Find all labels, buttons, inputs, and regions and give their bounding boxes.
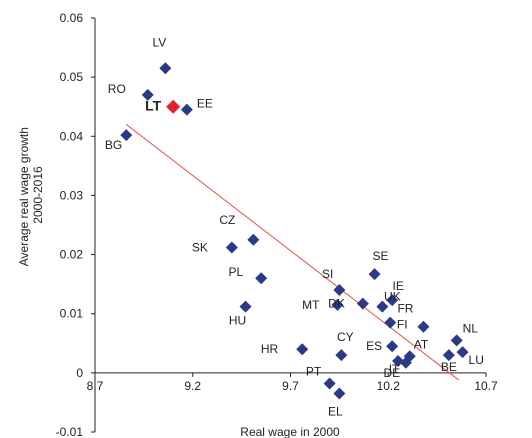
point-label-se: SE: [373, 249, 389, 263]
y-axis-title-line-1: Average real wage growth: [17, 127, 31, 266]
y-tick-label: 0.03: [60, 188, 84, 202]
y-tick-label: -0.01: [56, 425, 84, 438]
data-point-el: [333, 387, 346, 400]
point-label-pt: PT: [306, 365, 322, 379]
data-point-nl: [450, 334, 463, 347]
data-point-lu: [456, 346, 469, 359]
x-tick-label: 9.7: [282, 379, 299, 393]
data-point-lt: [166, 99, 181, 114]
y-tick-label: 0.01: [60, 307, 84, 321]
data-point-ie: [386, 294, 399, 307]
point-label-es: ES: [366, 339, 382, 353]
y-tick-label: 0: [76, 366, 83, 380]
y-tick-label: 0.06: [60, 11, 84, 25]
data-point-be: [442, 349, 455, 362]
point-label-mt: MT: [302, 298, 320, 312]
data-point-ee: [180, 103, 193, 116]
x-tick-label: 9.2: [184, 379, 201, 393]
data-point-de: [399, 356, 412, 369]
data-points: [120, 62, 469, 400]
point-label-de: DE: [384, 366, 401, 380]
x-tick-label: 10.7: [474, 379, 498, 393]
data-point-sk: [225, 241, 238, 254]
point-label-ie: IE: [392, 279, 403, 293]
point-label-fr: FR: [397, 302, 413, 316]
point-label-hr: HR: [261, 342, 279, 356]
data-point-se: [368, 268, 381, 281]
point-label-si: SI: [322, 267, 333, 281]
point-label-hu: HU: [229, 314, 246, 328]
point-label-it: IT: [389, 362, 400, 376]
trend-line: [125, 124, 459, 381]
data-point-it: [392, 355, 405, 368]
point-label-at: AT: [414, 337, 429, 351]
data-point-dk: [356, 297, 369, 310]
y-axis-title-line-2: 2000-2016: [31, 166, 45, 224]
y-tick-label: 0.02: [60, 248, 84, 262]
data-point-mt: [331, 298, 344, 311]
data-point-pl: [255, 272, 268, 285]
data-point-pt: [323, 377, 336, 390]
y-axis-title: Average real wage growth 2000-2016: [17, 124, 45, 267]
x-axis-title: Real wage in 2000: [240, 425, 340, 438]
data-point-hu: [239, 300, 252, 313]
y-tick-label: 0.05: [60, 70, 84, 84]
point-label-sk: SK: [192, 240, 208, 254]
point-label-cz: CZ: [219, 213, 235, 227]
point-label-ro: RO: [108, 82, 126, 96]
x-tick-label: 10.2: [377, 379, 401, 393]
point-label-lu: LU: [469, 353, 484, 367]
data-point-uk: [376, 300, 389, 313]
point-label-uk: UK: [384, 290, 401, 304]
point-label-el: EL: [328, 405, 343, 419]
point-label-nl: NL: [463, 321, 479, 335]
point-label-ee: EE: [197, 97, 213, 111]
point-label-cy: CY: [337, 330, 354, 344]
point-label-fi: FI: [397, 318, 408, 332]
point-label-bg: BG: [105, 138, 122, 152]
data-point-cy: [335, 349, 348, 362]
point-label-pl: PL: [228, 265, 243, 279]
y-tick-label: 0.04: [60, 129, 84, 143]
x-axis-ticks: 8.7 9.2 9.7 10.2 10.7: [87, 372, 498, 393]
data-point-lv: [159, 62, 172, 75]
point-label-dk: DK: [328, 297, 345, 311]
data-point-fi: [384, 316, 397, 329]
data-point-fr: [417, 320, 430, 333]
data-point-hr: [296, 343, 309, 356]
data-point-ro: [141, 88, 154, 101]
data-point-si: [333, 284, 346, 297]
y-axis-ticks: -0.01 0 0.01 0.02 0.03 0.04 0.05 0.06: [56, 11, 95, 438]
point-label-be: BE: [441, 360, 457, 374]
point-label-lv: LV: [152, 35, 166, 49]
point-label-lt: LT: [145, 98, 162, 114]
data-point-cz: [247, 233, 260, 246]
data-point-bg: [120, 129, 133, 142]
data-point-es: [386, 340, 399, 353]
